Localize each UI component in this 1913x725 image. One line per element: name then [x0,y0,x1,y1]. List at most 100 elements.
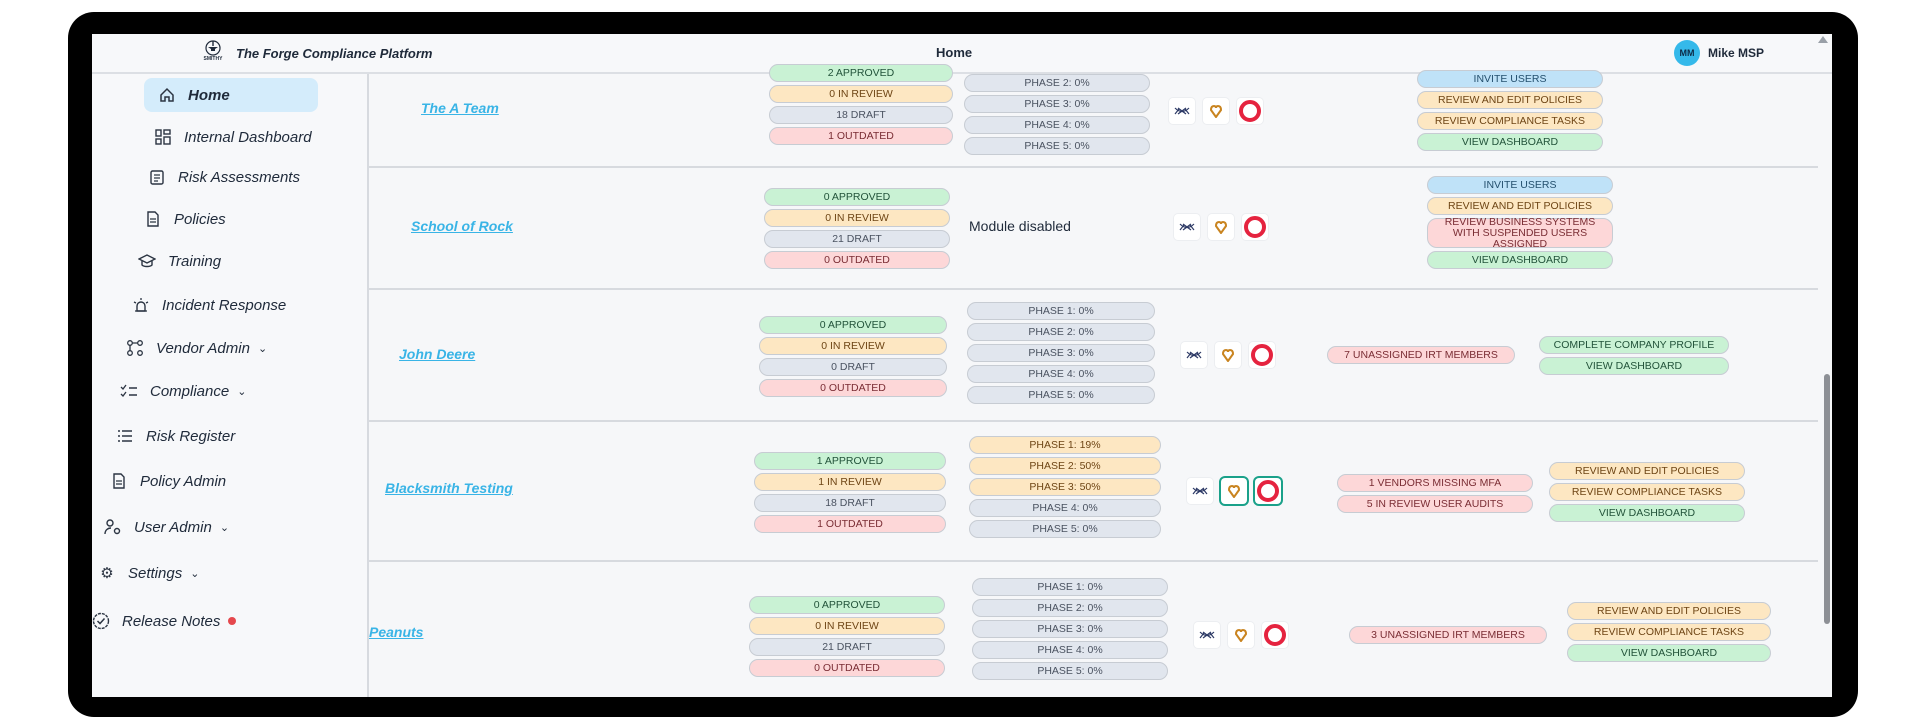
alert-badge[interactable]: 3 UNASSIGNED IRT MEMBERS [1349,626,1547,644]
in-review-badge: 1 IN REVIEW [754,473,946,491]
invite-users-button[interactable]: INVITE USERS [1427,176,1613,194]
document-icon [144,210,162,228]
sidebar-item-compliance[interactable]: Compliance ⌄ [120,374,246,408]
sidebar-item-settings[interactable]: ⚙ Settings ⌄ [98,556,199,590]
ring-icon[interactable] [1242,214,1268,240]
table-row: The A Team 2 APPROVED 0 IN REVIEW 18 DRA… [369,64,1818,168]
module-icons [1187,478,1281,504]
sidebar-item-label: Internal Dashboard [184,128,312,146]
bridge-icon[interactable] [1194,622,1220,648]
review-business-systems-button[interactable]: REVIEW BUSINESS SYSTEMS WITH SUSPENDED U… [1427,216,1613,249]
ring-icon[interactable] [1237,98,1263,124]
alert-badge[interactable]: 1 VENDORS MISSING MFA [1337,474,1533,492]
outdated-badge: 1 OUTDATED [754,515,946,533]
view-dashboard-button[interactable]: VIEW DASHBOARD [1549,504,1745,522]
module-icons [1194,622,1288,648]
organizations-table: The A Team 2 APPROVED 0 IN REVIEW 18 DRA… [369,64,1818,697]
org-link[interactable]: Peanuts [369,624,424,640]
invite-users-button[interactable]: INVITE USERS [1417,70,1603,88]
review-edit-policies-button[interactable]: REVIEW AND EDIT POLICIES [1549,462,1745,480]
view-dashboard-button[interactable]: VIEW DASHBOARD [1427,251,1613,269]
dashboard-grid-icon [154,128,172,146]
alert-badge[interactable]: 7 UNASSIGNED IRT MEMBERS [1327,346,1515,364]
ring-icon[interactable] [1249,342,1275,368]
sidebar-item-home[interactable]: Home [144,78,318,112]
sidebar-item-policies[interactable]: Policies [144,202,226,236]
shield-heart-icon[interactable] [1208,214,1234,240]
complete-company-profile-button[interactable]: COMPLETE COMPANY PROFILE [1539,336,1729,354]
sidebar-item-vendor-admin[interactable]: Vendor Admin ⌄ [126,331,267,365]
org-link[interactable]: The A Team [421,100,499,116]
sidebar-item-incident-response[interactable]: Incident Response [132,288,286,322]
app-window: SMITHY The Forge Compliance Platform Hom… [92,34,1832,697]
in-review-badge: 0 IN REVIEW [769,85,953,103]
notification-dot [228,617,237,625]
view-dashboard-button[interactable]: VIEW DASHBOARD [1539,357,1729,375]
phase-badge: PHASE 4: 0% [964,116,1150,134]
sidebar-item-label: Training [168,252,222,270]
table-row: School of Rock 0 APPROVED 0 IN REVIEW 21… [369,168,1818,290]
checklist-icon [120,382,138,400]
sidebar-item-release-notes[interactable]: Release Notes [92,604,237,638]
user-name: Mike MSP [1707,46,1764,60]
sidebar-item-training[interactable]: Training [138,244,221,278]
org-link[interactable]: John Deere [399,346,476,362]
review-edit-policies-button[interactable]: REVIEW AND EDIT POLICIES [1567,602,1771,620]
bridge-icon[interactable] [1169,98,1195,124]
org-link[interactable]: Blacksmith Testing [385,480,513,496]
chevron-down-icon: ⌄ [219,521,230,534]
policy-status-list: 1 APPROVED 1 IN REVIEW 18 DRAFT 1 OUTDAT… [754,452,946,533]
alert-badge[interactable]: 5 IN REVIEW USER AUDITS [1337,495,1533,513]
logo-text: SMITHY [203,56,223,62]
view-dashboard-button[interactable]: VIEW DASHBOARD [1417,133,1603,151]
shield-heart-icon[interactable] [1228,622,1254,648]
ring-icon[interactable] [1262,622,1288,648]
review-compliance-tasks-button[interactable]: REVIEW COMPLIANCE TASKS [1567,623,1771,641]
brand[interactable]: SMITHY The Forge Compliance Platform [202,40,432,66]
bridge-icon[interactable] [1187,478,1213,504]
sidebar-item-policy-admin[interactable]: Policy Admin [110,464,226,498]
shield-heart-icon[interactable] [1221,478,1247,504]
action-list: REVIEW AND EDIT POLICIES REVIEW COMPLIAN… [1567,602,1771,662]
review-edit-policies-button[interactable]: REVIEW AND EDIT POLICIES [1417,91,1603,109]
user-menu[interactable]: MM Mike MSP [1673,40,1764,66]
sidebar-item-internal-dashboard[interactable]: Internal Dashboard [154,120,312,154]
sidebar-item-user-admin[interactable]: User Admin ⌄ [104,510,229,544]
outdated-badge: 1 OUTDATED [769,127,953,145]
alert-list: 1 VENDORS MISSING MFA 5 IN REVIEW USER A… [1337,474,1533,513]
sidebar-item-risk-register[interactable]: Risk Register [116,419,235,453]
phase-progress-list: PHASE 1: 0% PHASE 2: 0% PHASE 3: 0% PHAS… [967,302,1155,404]
sidebar-item-label: Home [188,86,230,104]
review-compliance-tasks-button[interactable]: REVIEW COMPLIANCE TASKS [1417,112,1603,130]
approved-badge: 0 APPROVED [759,316,947,334]
module-disabled-text: Module disabled [969,218,1071,234]
shield-heart-icon[interactable] [1203,98,1229,124]
ring-icon[interactable] [1255,478,1281,504]
review-compliance-tasks-button[interactable]: REVIEW COMPLIANCE TASKS [1549,483,1745,501]
phase-badge: PHASE 2: 0% [972,599,1168,617]
org-link[interactable]: School of Rock [411,218,513,234]
outdated-badge: 0 OUTDATED [759,379,947,397]
action-list: REVIEW AND EDIT POLICIES REVIEW COMPLIAN… [1549,462,1745,522]
phase-badge: PHASE 2: 50% [969,457,1161,475]
chevron-down-icon: ⌄ [237,385,247,398]
scroll-up-arrow-icon[interactable] [1818,36,1828,43]
phase-badge: PHASE 3: 0% [967,344,1155,362]
review-edit-policies-button[interactable]: REVIEW AND EDIT POLICIES [1427,197,1613,215]
bridge-icon[interactable] [1181,342,1207,368]
action-list: COMPLETE COMPANY PROFILE VIEW DASHBOARD [1539,336,1729,375]
scrollbar[interactable] [1824,374,1830,624]
home-icon [158,86,176,104]
in-review-badge: 0 IN REVIEW [764,209,950,227]
sidebar-item-label: Risk Register [146,427,236,445]
phase-badge: PHASE 5: 0% [969,520,1161,538]
table-row: John Deere 0 APPROVED 0 IN REVIEW 0 DRAF… [369,290,1818,422]
phase-badge: PHASE 5: 0% [967,386,1155,404]
draft-badge: 21 DRAFT [749,638,945,656]
draft-badge: 0 DRAFT [759,358,947,376]
bridge-icon[interactable] [1174,214,1200,240]
view-dashboard-button[interactable]: VIEW DASHBOARD [1567,644,1771,662]
page-title: Home [936,45,973,60]
sidebar-item-risk-assessments[interactable]: Risk Assessments [148,160,300,194]
shield-heart-icon[interactable] [1215,342,1241,368]
